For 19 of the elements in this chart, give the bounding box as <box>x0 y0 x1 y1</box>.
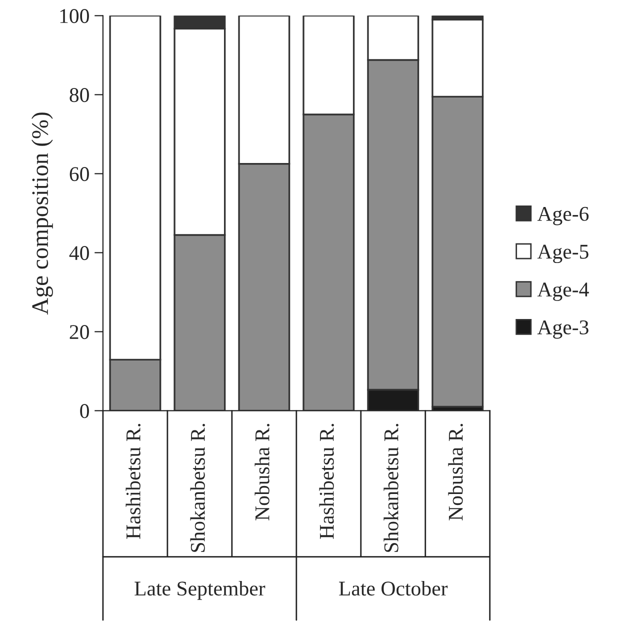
text: Late October <box>339 580 448 596</box>
x-tick-label: Nobusha R. <box>254 424 270 520</box>
text: Late September <box>134 580 266 600</box>
x-tick-label: Nobusha R. <box>448 424 463 520</box>
y-tick-label: 20 <box>70 325 89 340</box>
y-tick-label: 40 <box>69 246 89 260</box>
y-tick-label: 60 <box>70 167 89 182</box>
legend-label: Age-4 <box>537 282 589 301</box>
legend-label: Age-5 <box>537 244 588 264</box>
x-tick-label: Shokanbetsu R. <box>384 424 398 552</box>
y-tick-label: 100 <box>60 9 89 24</box>
y-tick-label: 0 <box>80 404 89 418</box>
y-axis-title: Age composition (%) <box>31 112 53 315</box>
legend-label: Age-3 <box>537 320 588 339</box>
x-tick-label: Shokanbetsu R. <box>190 424 205 552</box>
x-tick-label: Hashibetsu R. <box>319 424 334 539</box>
legend-label: Age-6 <box>537 206 589 226</box>
x-tick-label: Hashibetsu R. <box>126 424 141 539</box>
y-tick-label: 80 <box>70 88 89 102</box>
